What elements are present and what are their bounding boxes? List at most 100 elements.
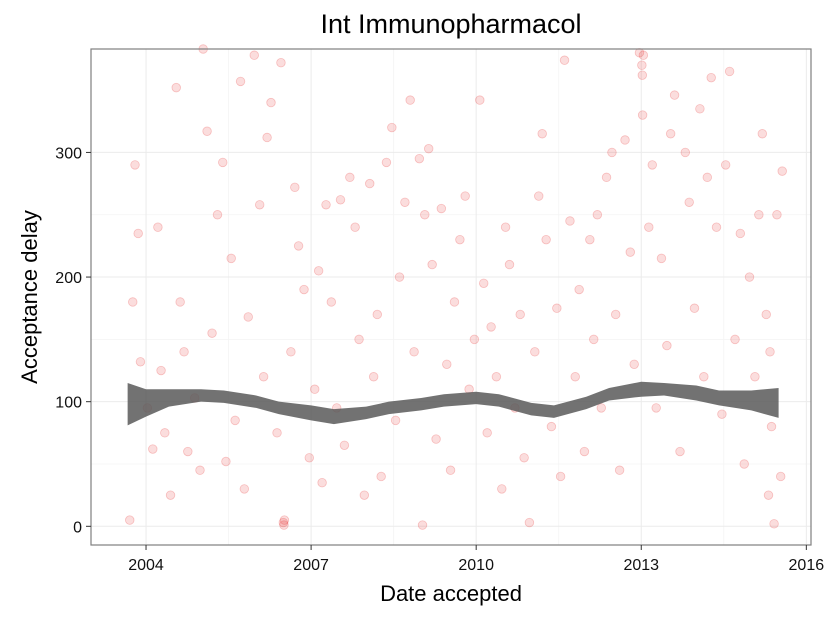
data-point <box>130 160 140 170</box>
data-point <box>761 309 771 320</box>
data-point <box>765 347 775 357</box>
data-point <box>381 157 392 168</box>
data-point <box>629 359 639 369</box>
data-point <box>414 153 425 164</box>
data-point <box>534 191 544 201</box>
data-point <box>754 210 764 220</box>
x-axis-title: Date accepted <box>380 581 522 606</box>
data-point <box>552 303 562 313</box>
data-point <box>570 372 580 382</box>
data-point <box>290 182 300 193</box>
data-point <box>286 347 296 357</box>
data-point <box>359 490 370 500</box>
x-tick-label: 2013 <box>623 557 659 574</box>
data-point <box>455 234 465 245</box>
data-point <box>272 428 282 438</box>
data-point <box>614 465 625 475</box>
data-point <box>530 347 540 357</box>
data-point <box>611 309 621 320</box>
data-point <box>665 129 676 139</box>
data-point <box>524 517 535 528</box>
data-point <box>372 309 382 320</box>
data-point <box>133 228 143 239</box>
data-point <box>579 446 590 457</box>
data-point <box>684 197 694 207</box>
data-point <box>482 428 492 438</box>
data-point <box>750 372 760 382</box>
data-point <box>175 297 185 307</box>
data-point <box>638 50 649 60</box>
data-point <box>592 210 603 220</box>
data-point <box>339 440 350 451</box>
data-point <box>125 515 135 525</box>
data-point <box>500 222 511 232</box>
chart-title: Int Immunopharmacol <box>320 9 581 39</box>
data-point <box>651 403 661 413</box>
data-point <box>706 72 716 83</box>
data-point <box>293 241 304 251</box>
data-point <box>647 160 657 170</box>
data-point <box>207 328 217 338</box>
x-tick-label: 2007 <box>293 557 329 574</box>
data-point <box>585 234 595 245</box>
data-point <box>171 82 181 93</box>
data-point <box>230 415 240 426</box>
data-point <box>436 203 447 214</box>
data-point <box>449 297 460 307</box>
data-point <box>565 216 575 226</box>
data-point <box>354 334 364 345</box>
data-point <box>479 278 489 288</box>
data-point <box>519 453 529 463</box>
plot-border <box>90 48 812 546</box>
data-point <box>335 195 346 205</box>
data-point <box>607 147 617 158</box>
data-point <box>662 340 672 351</box>
data-point <box>601 172 612 183</box>
data-point <box>777 166 787 176</box>
data-point <box>365 178 375 189</box>
data-point <box>135 357 146 367</box>
data-point <box>637 60 647 70</box>
data-point <box>179 347 189 357</box>
data-point <box>165 490 176 500</box>
smooth-confidence-band <box>127 381 779 426</box>
data-point <box>235 76 246 87</box>
data-point <box>537 129 547 139</box>
data-point <box>390 415 401 426</box>
data-point <box>625 247 635 257</box>
data-point <box>757 129 768 139</box>
data-point <box>766 421 777 432</box>
data-point <box>156 365 166 376</box>
data-point <box>313 266 324 276</box>
data-point <box>574 284 584 295</box>
data-point <box>427 259 437 270</box>
data-point <box>405 95 415 105</box>
data-point <box>720 160 731 170</box>
data-point <box>637 70 648 80</box>
y-axis-title: Acceptance delay <box>17 210 42 384</box>
data-point <box>559 55 570 65</box>
data-point <box>345 172 355 183</box>
data-point <box>776 471 786 482</box>
data-point <box>299 284 309 295</box>
y-tick-label: 0 <box>73 519 82 536</box>
data-point <box>656 253 667 264</box>
data-point <box>680 147 690 158</box>
x-tick-label: 2016 <box>789 557 825 574</box>
data-point <box>128 297 138 307</box>
data-point <box>218 157 228 168</box>
smooth-band <box>127 381 779 426</box>
data-point <box>243 312 253 322</box>
data-point <box>702 172 712 183</box>
data-point <box>739 459 749 469</box>
data-point <box>279 520 289 530</box>
data-point <box>735 228 746 239</box>
data-point <box>321 200 331 210</box>
data-point <box>239 484 250 494</box>
data-point <box>689 303 700 313</box>
data-point <box>254 200 265 210</box>
data-point <box>276 58 286 68</box>
data-point <box>442 359 452 369</box>
data-point <box>420 210 430 220</box>
